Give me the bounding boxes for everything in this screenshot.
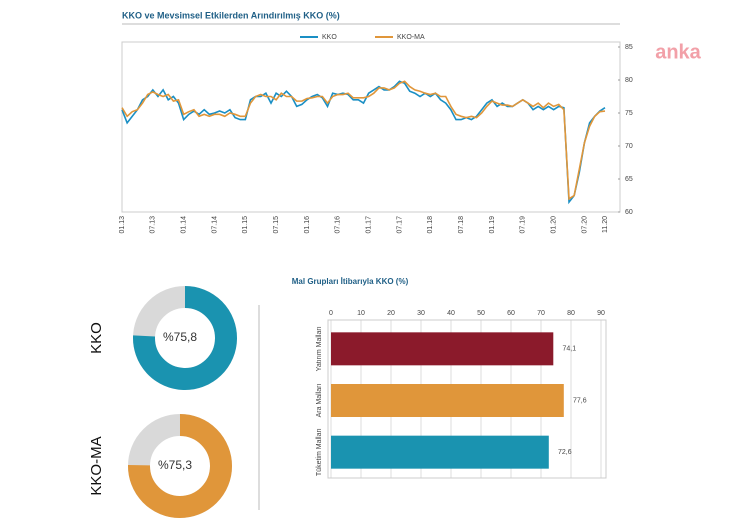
- x-tick-label: 50: [477, 310, 485, 317]
- donut-arc: [128, 414, 232, 518]
- x-tick-label: 07.17: [396, 216, 403, 234]
- bar: [331, 384, 564, 417]
- donut-label: KKO-MA: [88, 436, 105, 495]
- plot-frame: [121, 41, 621, 213]
- donut-arc: [133, 286, 237, 390]
- x-tick-label: 70: [537, 310, 545, 317]
- logo: anka: [655, 41, 701, 63]
- category-label: Ara Malları: [316, 384, 323, 418]
- x-tick-label: 80: [567, 310, 575, 317]
- x-tick-label: 0: [329, 310, 333, 317]
- x-tick-label: 01.13: [119, 216, 126, 234]
- x-tick-label: 01.18: [427, 216, 434, 234]
- x-tick-label: 30: [417, 310, 425, 317]
- line-series: [121, 80, 606, 205]
- category-label: Yatırım Malları: [316, 326, 323, 371]
- donut-value: %75,3: [158, 458, 192, 472]
- y-tick-label: 75: [625, 110, 633, 117]
- value-label: 74,1: [562, 346, 576, 353]
- y-tick-label: 70: [625, 143, 633, 150]
- donut-label: KKO: [88, 322, 105, 354]
- value-label: 72,6: [558, 449, 572, 456]
- y-tick-label: 85: [625, 44, 633, 51]
- x-tick-label: 01.19: [489, 216, 496, 234]
- y-tick-label: 65: [625, 176, 633, 183]
- x-tick-label: 90: [597, 310, 605, 317]
- bar: [331, 435, 549, 469]
- x-tick-label: 40: [447, 310, 455, 317]
- y-tick-label: 80: [625, 77, 633, 84]
- chart-title: Mal Grupları İtibarıyla KKO (%): [292, 277, 409, 286]
- x-tick-label: 07.14: [211, 216, 218, 234]
- x-tick-label: 01.15: [242, 216, 249, 234]
- legend-label: KKO-MA: [397, 34, 425, 41]
- x-tick-label: 01.17: [365, 216, 372, 234]
- x-tick-label: 07.19: [520, 216, 527, 234]
- x-tick-label: 07.20: [581, 216, 588, 234]
- y-tick-label: 60: [625, 209, 633, 216]
- legend-label: KKO: [322, 34, 337, 41]
- x-tick-label: 01.20: [550, 216, 557, 234]
- x-tick-label: 07.18: [458, 216, 465, 234]
- x-tick-label: 01.14: [181, 216, 188, 234]
- x-tick-label: 60: [507, 310, 515, 317]
- x-tick-label: 01.16: [304, 216, 311, 234]
- donut-value: %75,8: [163, 330, 197, 344]
- x-tick-label: 10: [357, 310, 365, 317]
- chart-title: KKO ve Mevsimsel Etkilerden Arındırılmış…: [122, 10, 340, 20]
- x-tick-label: 20: [387, 310, 395, 317]
- value-label: 77,6: [573, 397, 587, 404]
- x-tick-label: 11.20: [602, 216, 609, 233]
- bar: [331, 332, 554, 366]
- plot-frame: [327, 319, 607, 479]
- category-label: Tüketim Malları: [316, 428, 323, 476]
- line-series: [121, 80, 606, 201]
- x-tick-label: 07.15: [273, 216, 280, 234]
- x-tick-label: 07.13: [150, 216, 157, 234]
- x-tick-label: 07.16: [335, 216, 342, 234]
